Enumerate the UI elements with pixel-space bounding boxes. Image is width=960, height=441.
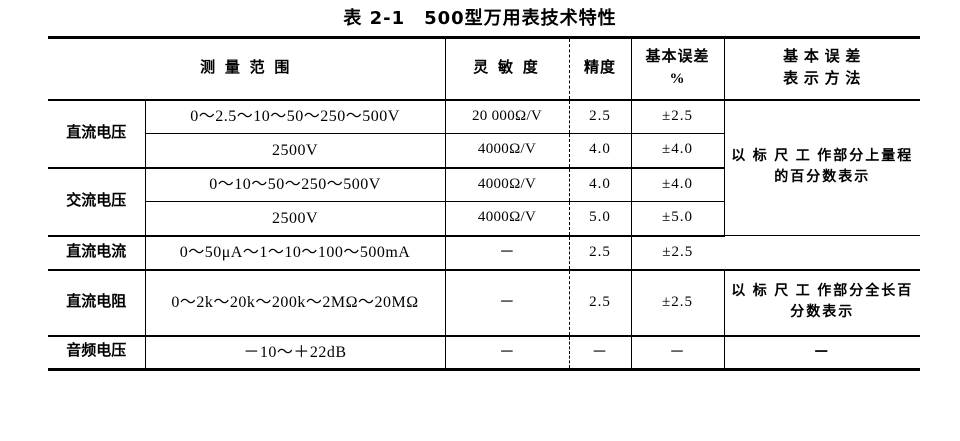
cell-range: 0～2.5～10～50～250～500V [144,99,446,134]
table-row: 交流电压 0～10～50～250～500V 4000Ω/V 4.0 ±4.0 [48,166,920,236]
cell-sensitivity: 4000Ω/V [444,166,570,202]
header-range: 测 量 范 围 [48,36,446,101]
error-method-line2: 作部分上量程 [817,149,914,165]
cell-error-method-last: － [723,334,921,371]
cell-accuracy: － [568,334,632,371]
error-method-line1: 以 标 尺 工 [731,149,812,165]
table-title-text: 表 2-1 500型万用表技术特性 [343,8,617,29]
error-method-line3: 分数表示 [790,304,855,320]
row-label-dc-resistance: 直流电阻 [48,268,146,336]
cell-accuracy: 2.5 [568,234,632,270]
table-row: 直流电压 0～2.5～10～50～250～500V 20 000Ω/V 2.5 … [48,99,921,236]
cell-accuracy: 4.0 [568,166,632,202]
error-method-line2: 作部分全长百 [817,284,914,300]
header-sensitivity: 灵 敏 度 [444,36,570,101]
row-label-dc-voltage: 直流电压 [48,99,146,168]
cell-sensitivity: 4000Ω/V [444,133,570,168]
header-error-method-line2: 表 示 方 法 [783,70,862,87]
cell-range: 0～2k～20k～200k～2MΩ～20MΩ [144,268,446,336]
cell-accuracy: 4.0 [568,133,632,168]
table-row: 2500V 4000Ω/V 5.0 ±5.0 [48,201,920,236]
error-method-line1: 以 标 尺 工 [731,284,812,300]
cell-error-method-upper: 以 标 尺 工 作部分上量程 的百分数表示 [723,99,921,236]
header-basic-error: 基本误差 % [630,36,725,101]
header-error-method: 基 本 误 差 表 示 方 法 [723,36,921,101]
table-header-row: 测 量 范 围 灵 敏 度 精度 基本误差 % 基 本 误 差 表 示 方 法 [48,36,921,101]
cell-range: 0～10～50～250～500V [144,166,446,202]
table-row: 直流电流 0～50μA～1～10～100～500mA － 2.5 ±2.5 [48,234,920,270]
cell-basic-error: ±5.0 [630,201,725,236]
cell-basic-error: ±4.0 [630,166,725,202]
cell-accuracy: 5.0 [568,201,632,236]
cell-accuracy: 2.5 [568,99,632,134]
spec-table: 测 量 范 围 灵 敏 度 精度 基本误差 % 基 本 误 差 表 示 方 法 … [48,36,921,371]
spec-table-container: 测 量 范 围 灵 敏 度 精度 基本误差 % 基 本 误 差 表 示 方 法 … [48,36,921,371]
header-error-method-line1: 基 本 误 差 [783,49,862,65]
cell-basic-error: ±2.5 [630,234,725,270]
page-title: 表 2-1 500型万用表技术特性 [0,4,960,30]
cell-basic-error: ±4.0 [630,133,725,168]
error-method-line3: 的百分数表示 [774,169,871,185]
cell-basic-error: － [630,334,725,371]
table-row: 直流电阻 0～2k～20k～200k～2MΩ～20MΩ － 2.5 ±2.5 以… [48,268,921,336]
table-row: 音频电压 －10～＋22dB － － － － [48,334,921,371]
cell-error-method-lower: 以 标 尺 工 作部分全长百 分数表示 [723,268,921,336]
row-label-audio-voltage: 音频电压 [48,334,146,371]
cell-sensitivity: 4000Ω/V [444,201,570,236]
cell-range: －10～＋22dB [144,334,446,371]
cell-sensitivity: － [444,234,570,270]
cell-basic-error: ±2.5 [630,268,725,336]
cell-sensitivity: － [444,268,570,336]
cell-basic-error: ±2.5 [630,99,725,134]
cell-sensitivity: 20 000Ω/V [444,99,570,134]
row-label-dc-current: 直流电流 [48,234,146,270]
header-basic-error-line1: 基本误差 [645,49,710,65]
cell-range: 2500V [145,201,446,236]
header-accuracy: 精度 [568,36,632,101]
cell-accuracy: 2.5 [568,268,632,336]
cell-range: 0～50μA～1～10～100～500mA [144,234,446,270]
cell-sensitivity: － [444,334,570,371]
cell-range: 2500V [145,133,446,168]
row-label-ac-voltage: 交流电压 [48,166,146,236]
header-basic-error-line2: % [669,70,686,87]
